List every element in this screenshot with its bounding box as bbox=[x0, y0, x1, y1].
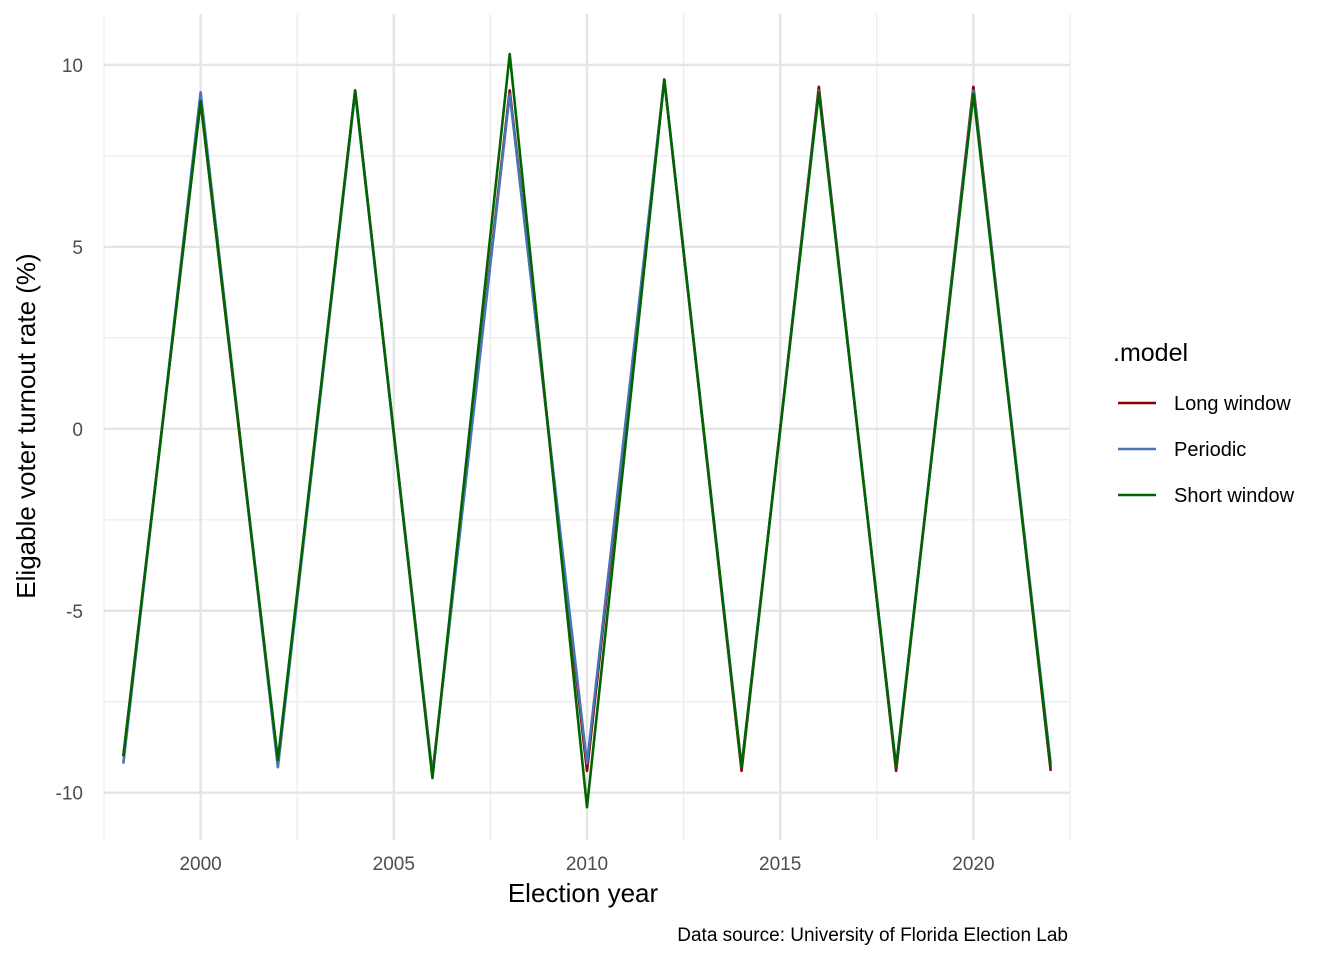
legend-label-short-window: Short window bbox=[1174, 485, 1295, 507]
x-tick-label: 2010 bbox=[566, 854, 608, 875]
series-line-short-window bbox=[122, 52, 1052, 809]
x-tick-label: 2015 bbox=[759, 854, 801, 875]
y-tick-label: -5 bbox=[66, 602, 83, 623]
series-lines bbox=[122, 52, 1052, 809]
legend: .model Long window Periodic Short window bbox=[1113, 339, 1295, 507]
y-axis-tick-labels: -10 -5 0 5 10 bbox=[56, 56, 83, 805]
y-tick-label: 5 bbox=[72, 238, 83, 259]
x-axis-tick-labels: 2000 2005 2010 2015 2020 bbox=[179, 854, 994, 875]
legend-label-periodic: Periodic bbox=[1174, 439, 1246, 461]
y-tick-label: 10 bbox=[62, 56, 83, 77]
x-tick-label: 2005 bbox=[373, 854, 415, 875]
chart-caption: Data source: University of Florida Elect… bbox=[677, 925, 1068, 946]
major-gridlines bbox=[104, 14, 1070, 840]
legend-title: .model bbox=[1113, 339, 1188, 367]
y-axis-title: Eligable voter turnout rate (%) bbox=[11, 253, 41, 598]
legend-items: Long window Periodic Short window bbox=[1118, 393, 1295, 507]
y-tick-label: 0 bbox=[72, 420, 83, 441]
y-tick-label: -10 bbox=[56, 784, 83, 805]
x-axis-title: Election year bbox=[508, 878, 659, 908]
legend-label-long-window: Long window bbox=[1174, 393, 1291, 415]
x-tick-label: 2000 bbox=[179, 854, 221, 875]
x-tick-label: 2020 bbox=[952, 854, 994, 875]
